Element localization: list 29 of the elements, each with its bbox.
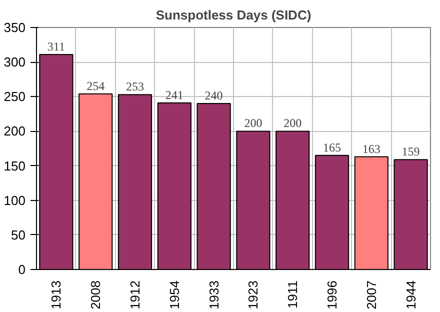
- x-tick-label: 1944: [403, 280, 418, 310]
- x-tick-label: 2008: [88, 280, 104, 310]
- x-tick-label: 2007: [364, 280, 379, 310]
- x-tick-label: 1933: [206, 280, 222, 310]
- data-label: 241: [165, 88, 184, 102]
- x-tick-label: 1923: [246, 280, 261, 310]
- data-label: 254: [86, 78, 105, 93]
- x-tick-label: 1954: [166, 280, 182, 310]
- data-label: 159: [402, 144, 420, 159]
- y-tick-label: 0: [18, 262, 26, 277]
- y-tick-label: 100: [4, 192, 26, 208]
- data-label: 163: [362, 142, 380, 156]
- data-label: 200: [284, 116, 302, 130]
- x-tick-label: 1913: [48, 280, 64, 310]
- x-tick-label: 1911: [285, 280, 300, 308]
- data-label: 311: [47, 39, 65, 54]
- y-tick-label: 300: [4, 54, 26, 70]
- y-tick-label: 350: [4, 20, 26, 35]
- y-tick-label: 150: [4, 158, 26, 174]
- x-tick-label: 1912: [128, 280, 142, 310]
- y-tick-label: 50: [11, 227, 26, 242]
- chart-title: Sunspotless Days (SIDC): [156, 8, 312, 22]
- y-tick-label: 250: [4, 89, 26, 104]
- y-tick-label: 200: [4, 124, 26, 139]
- data-label: 165: [323, 140, 341, 154]
- data-label: 200: [244, 116, 262, 130]
- data-label: 240: [204, 88, 223, 103]
- data-label: 253: [126, 80, 144, 94]
- x-tick-label: 1996: [324, 280, 340, 310]
